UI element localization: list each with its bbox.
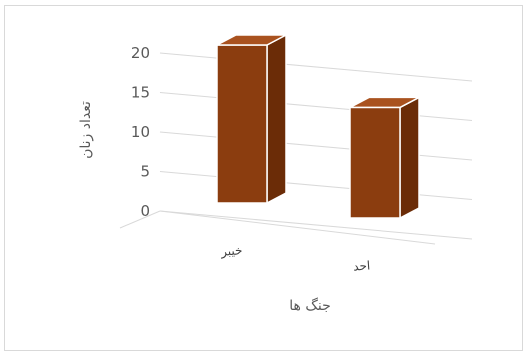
bars bbox=[217, 35, 419, 218]
y-tick-label-5: 5 bbox=[140, 163, 150, 181]
bar-1 bbox=[217, 35, 286, 203]
bar-front-face bbox=[350, 107, 400, 218]
x-axis-categories: خیبر احد bbox=[220, 243, 371, 273]
gridline-0 bbox=[160, 211, 472, 239]
gridline-5 bbox=[160, 172, 472, 200]
x-axis-title: جنگ ها bbox=[289, 297, 331, 314]
category-label-1: خیبر bbox=[220, 243, 243, 260]
gridline-10 bbox=[160, 132, 472, 160]
y-axis-title: تعداد زنان bbox=[78, 101, 94, 159]
y-tick-label-10: 10 bbox=[131, 123, 150, 141]
y-tick-label-20: 20 bbox=[131, 44, 150, 62]
gridline-15 bbox=[160, 93, 472, 121]
y-tick-label-0: 0 bbox=[140, 202, 150, 220]
category-label-2: احد bbox=[353, 258, 371, 273]
gridline-20 bbox=[160, 53, 472, 81]
bar-front-face bbox=[217, 45, 267, 203]
bar-side-face bbox=[400, 97, 419, 218]
bar-2 bbox=[350, 97, 419, 218]
y-tick-label-15: 15 bbox=[131, 84, 150, 102]
bar-side-face bbox=[267, 35, 286, 203]
y-axis-ticks: 0 5 10 15 20 bbox=[131, 44, 150, 220]
